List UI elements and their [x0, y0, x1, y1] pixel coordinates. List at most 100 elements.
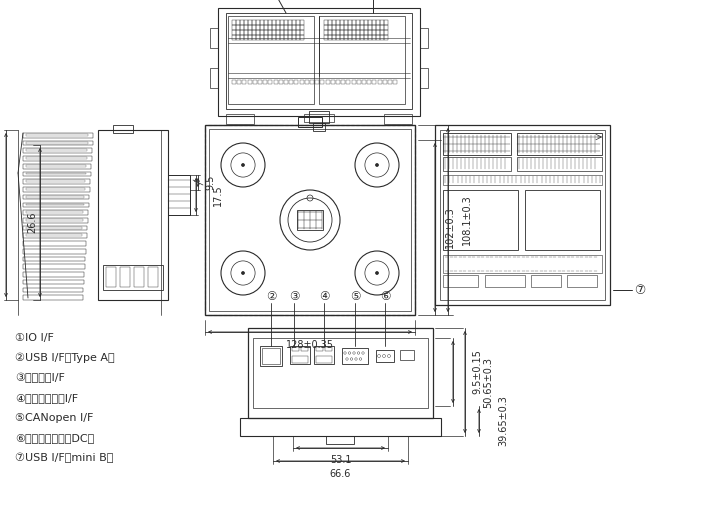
Bar [264, 25, 268, 29]
Bar [443, 255, 602, 273]
Bar [276, 25, 280, 29]
Bar [292, 20, 296, 25]
Bar [262, 348, 280, 364]
Bar [384, 30, 388, 35]
Bar [384, 25, 388, 29]
Bar [292, 356, 308, 363]
Bar [517, 157, 602, 171]
Text: 128±0.35: 128±0.35 [286, 340, 334, 350]
Bar [232, 20, 236, 25]
Bar [280, 20, 284, 25]
Bar [236, 25, 239, 29]
Bar [344, 25, 347, 29]
Bar [210, 68, 218, 88]
Bar [517, 133, 602, 155]
Bar [383, 80, 387, 84]
Bar [168, 175, 190, 215]
Bar [328, 25, 332, 29]
Bar [26, 203, 83, 206]
Bar [268, 35, 272, 40]
Bar [319, 16, 405, 104]
Text: 17.5: 17.5 [213, 184, 223, 206]
Bar [336, 25, 340, 29]
Bar [296, 25, 299, 29]
Bar [356, 25, 359, 29]
Bar [304, 114, 334, 122]
Bar [364, 30, 368, 35]
Bar [372, 30, 376, 35]
Bar [313, 123, 325, 131]
Bar [232, 25, 236, 29]
Bar [248, 25, 251, 29]
Bar [252, 35, 256, 40]
Bar [336, 20, 340, 25]
Circle shape [241, 271, 244, 275]
Bar [367, 80, 371, 84]
Bar [23, 233, 87, 238]
Bar [23, 164, 91, 168]
Bar [356, 20, 359, 25]
Bar [376, 25, 380, 29]
Bar [380, 30, 383, 35]
Bar [23, 149, 92, 153]
Bar [296, 30, 299, 35]
Bar [205, 125, 415, 315]
Bar [232, 80, 236, 84]
Bar [420, 28, 428, 48]
Bar [393, 80, 397, 84]
Bar [364, 20, 368, 25]
Bar [252, 20, 256, 25]
Bar [288, 20, 292, 25]
Bar [26, 196, 84, 198]
Circle shape [376, 271, 378, 275]
Bar [26, 188, 85, 190]
Bar [23, 133, 93, 138]
Bar [284, 25, 287, 29]
Bar [264, 35, 268, 40]
Bar [26, 219, 83, 221]
Bar [260, 25, 263, 29]
Bar [309, 111, 329, 123]
Bar [292, 25, 296, 29]
Bar [316, 356, 332, 363]
Bar [332, 35, 335, 40]
Bar [248, 30, 251, 35]
Bar [567, 275, 597, 287]
Bar [347, 80, 350, 84]
Bar [288, 30, 292, 35]
Bar [284, 80, 288, 84]
Text: ④イーサネットI/F: ④イーサネットI/F [15, 393, 78, 403]
Text: ③: ③ [289, 290, 299, 302]
Bar [23, 272, 84, 277]
Bar [242, 80, 246, 84]
Bar [443, 175, 602, 185]
Bar [356, 35, 359, 40]
Bar [326, 436, 354, 444]
Bar [443, 133, 511, 155]
Bar [240, 418, 441, 436]
Bar [300, 30, 304, 35]
Bar [368, 30, 371, 35]
Bar [23, 187, 90, 192]
Bar [360, 20, 364, 25]
Text: ②: ② [265, 290, 276, 302]
Bar [292, 35, 296, 40]
Bar [344, 35, 347, 40]
Bar [310, 80, 314, 84]
Bar [26, 211, 83, 213]
Bar [23, 257, 85, 262]
Bar [256, 25, 260, 29]
Bar [372, 80, 376, 84]
Circle shape [376, 164, 378, 166]
Bar [264, 20, 268, 25]
Bar [26, 234, 81, 236]
Bar [300, 20, 304, 25]
Bar [240, 20, 244, 25]
Bar [340, 35, 344, 40]
Bar [360, 30, 364, 35]
Bar [23, 288, 83, 292]
Bar [352, 30, 356, 35]
Bar [256, 20, 260, 25]
Bar [380, 35, 383, 40]
Bar [272, 35, 275, 40]
